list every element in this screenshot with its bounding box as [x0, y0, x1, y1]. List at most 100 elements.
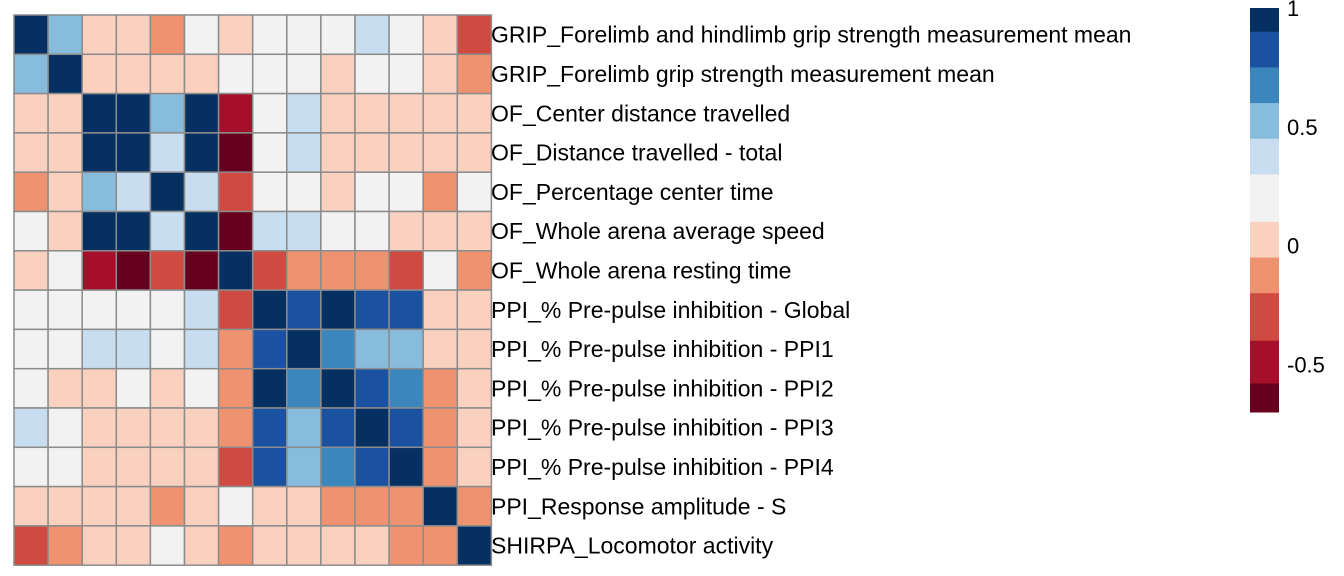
- color-legend: 1 0.5 0 -0.5: [1250, 0, 1325, 413]
- heatmap-cell: [456, 367, 493, 409]
- row-label: PPI_% Pre-pulse inhibition - PPI3: [491, 415, 834, 441]
- heatmap-cell: [286, 92, 322, 134]
- heatmap-cell: [115, 446, 152, 488]
- heatmap-cell: [422, 53, 459, 95]
- heatmap-cell: [47, 328, 83, 370]
- heatmap-cell: [456, 92, 493, 134]
- heatmap-cell: [47, 407, 83, 449]
- heatmap-cell: [388, 485, 424, 527]
- heatmap-cell: [81, 367, 118, 409]
- row-label: PPI_Response amplitude - S: [491, 493, 786, 519]
- legend-swatch: [1250, 103, 1279, 140]
- heatmap-cell: [13, 92, 49, 134]
- heatmap-cell: [149, 525, 186, 566]
- heatmap-cell: [251, 14, 288, 56]
- row-label: GRIP_Forelimb grip strength measurement …: [491, 61, 995, 87]
- heatmap-cell: [47, 525, 83, 566]
- heatmap-cell: [354, 250, 390, 291]
- heatmap-cell: [422, 92, 459, 134]
- legend-swatch: [1250, 383, 1279, 413]
- heatmap-cell: [456, 328, 493, 370]
- legend-tick-label: 0: [1287, 234, 1299, 259]
- heatmap-cell: [115, 92, 152, 134]
- row-label: OF_Whole arena average speed: [491, 218, 825, 244]
- heatmap-cell: [388, 171, 424, 213]
- heatmap-cell: [217, 171, 254, 213]
- heatmap-cell: [13, 407, 49, 449]
- heatmap-cell: [354, 407, 390, 449]
- heatmap-cell: [354, 210, 390, 252]
- heatmap-cell: [217, 289, 254, 331]
- heatmap-cell: [183, 407, 220, 449]
- heatmap-cell: [115, 367, 152, 409]
- row-label: PPI_% Pre-pulse inhibition - PPI1: [491, 336, 834, 362]
- heatmap-cell: [354, 14, 390, 56]
- heatmap-cell: [217, 525, 254, 566]
- heatmap-cell: [251, 328, 288, 370]
- heatmap-cell: [320, 367, 356, 409]
- heatmap-cell: [183, 210, 220, 252]
- heatmap-cell: [320, 485, 356, 527]
- heatmap-cell: [81, 485, 118, 527]
- heatmap-cell: [251, 250, 288, 291]
- heatmap-cell: [286, 14, 322, 56]
- heatmap-cell: [13, 525, 49, 566]
- heatmap-cell: [354, 446, 390, 488]
- heatmap-cell: [251, 289, 288, 331]
- heatmap-cell: [320, 446, 356, 488]
- heatmap-cell: [183, 367, 220, 409]
- heatmap-cell: [320, 14, 356, 56]
- heatmap-cell: [115, 525, 152, 566]
- heatmap-cell: [388, 525, 424, 566]
- legend-swatch: [1250, 138, 1279, 175]
- heatmap-cell: [149, 328, 186, 370]
- heatmap-cell: [149, 485, 186, 527]
- heatmap-cell: [47, 250, 83, 291]
- heatmap-cell: [320, 53, 356, 95]
- heatmap-cell: [320, 407, 356, 449]
- heatmap-cell: [388, 407, 424, 449]
- heatmap-cell: [81, 446, 118, 488]
- heatmap-cell: [217, 210, 254, 252]
- heatmap-cell: [183, 53, 220, 95]
- heatmap-cell: [286, 446, 322, 488]
- heatmap-cell: [183, 132, 220, 173]
- row-label: OF_Percentage center time: [491, 179, 774, 205]
- heatmap-cell: [47, 132, 83, 173]
- heatmap-cell: [456, 210, 493, 252]
- row-label: OF_Whole arena resting time: [491, 257, 791, 283]
- heatmap-cell: [217, 132, 254, 173]
- heatmap-cell: [47, 53, 83, 95]
- heatmap-cell: [422, 525, 459, 566]
- heatmap-cell: [47, 446, 83, 488]
- heatmap-cell: [354, 525, 390, 566]
- heatmap-cell: [81, 171, 118, 213]
- heatmap-cell: [388, 14, 424, 56]
- row-label: GRIP_Forelimb and hindlimb grip strength…: [491, 22, 1131, 48]
- heatmap-cell: [47, 92, 83, 134]
- heatmap-cell: [115, 407, 152, 449]
- heatmap-cell: [217, 407, 254, 449]
- heatmap-cell: [456, 525, 493, 566]
- heatmap-cell: [354, 328, 390, 370]
- heatmap-cell: [286, 250, 322, 291]
- heatmap-cell: [13, 328, 49, 370]
- legend-swatch: [1250, 293, 1279, 342]
- heatmap-cell: [456, 132, 493, 173]
- heatmap-cell: [47, 14, 83, 56]
- row-labels: GRIP_Forelimb and hindlimb grip strength…: [491, 22, 1131, 559]
- heatmap-cell: [81, 132, 118, 173]
- heatmap-cell: [388, 53, 424, 95]
- heatmap-cell: [13, 250, 49, 291]
- heatmap-cell: [13, 14, 49, 56]
- heatmap-cell: [81, 250, 118, 291]
- heatmap-cell: [149, 289, 186, 331]
- heatmap-cell: [286, 407, 322, 449]
- heatmap-cell: [115, 132, 152, 173]
- heatmap-cell: [320, 92, 356, 134]
- heatmap-cell: [354, 485, 390, 527]
- heatmap-cell: [456, 14, 493, 56]
- heatmap-cell: [183, 92, 220, 134]
- heatmap-cell: [388, 250, 424, 291]
